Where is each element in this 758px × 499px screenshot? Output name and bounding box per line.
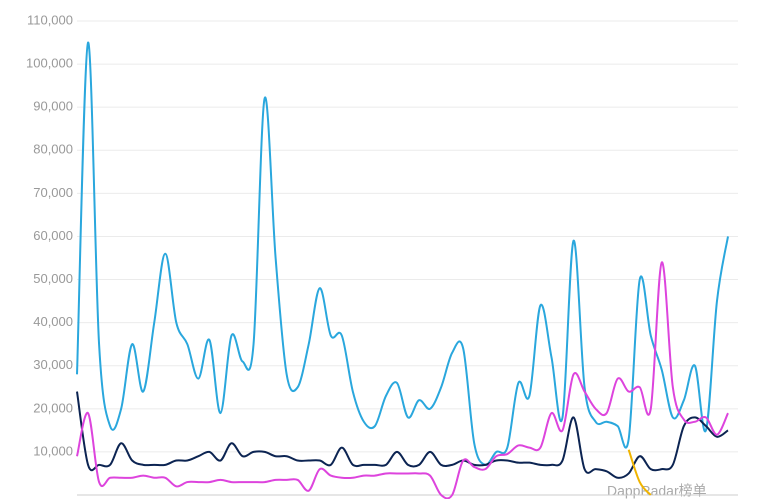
- series-line: [76, 41, 729, 466]
- series-line: [627, 449, 652, 496]
- y-tick-label: 50,000: [33, 271, 73, 286]
- y-tick-label: 80,000: [33, 142, 73, 157]
- y-tick-label: 30,000: [33, 357, 73, 372]
- series-line: [76, 261, 729, 499]
- y-tick-label: 10,000: [33, 443, 73, 458]
- y-tick-label: 110,000: [27, 12, 73, 27]
- y-tick-label: 60,000: [33, 228, 73, 243]
- series-line: [76, 391, 729, 479]
- y-tick-label: 20,000: [33, 400, 73, 415]
- watermark: DappRadar榜单: [607, 483, 707, 499]
- y-tick-label: 40,000: [33, 314, 73, 329]
- y-tick-label: 90,000: [33, 99, 73, 114]
- y-tick-label: 70,000: [33, 185, 73, 200]
- y-tick-label: 100,000: [26, 56, 73, 71]
